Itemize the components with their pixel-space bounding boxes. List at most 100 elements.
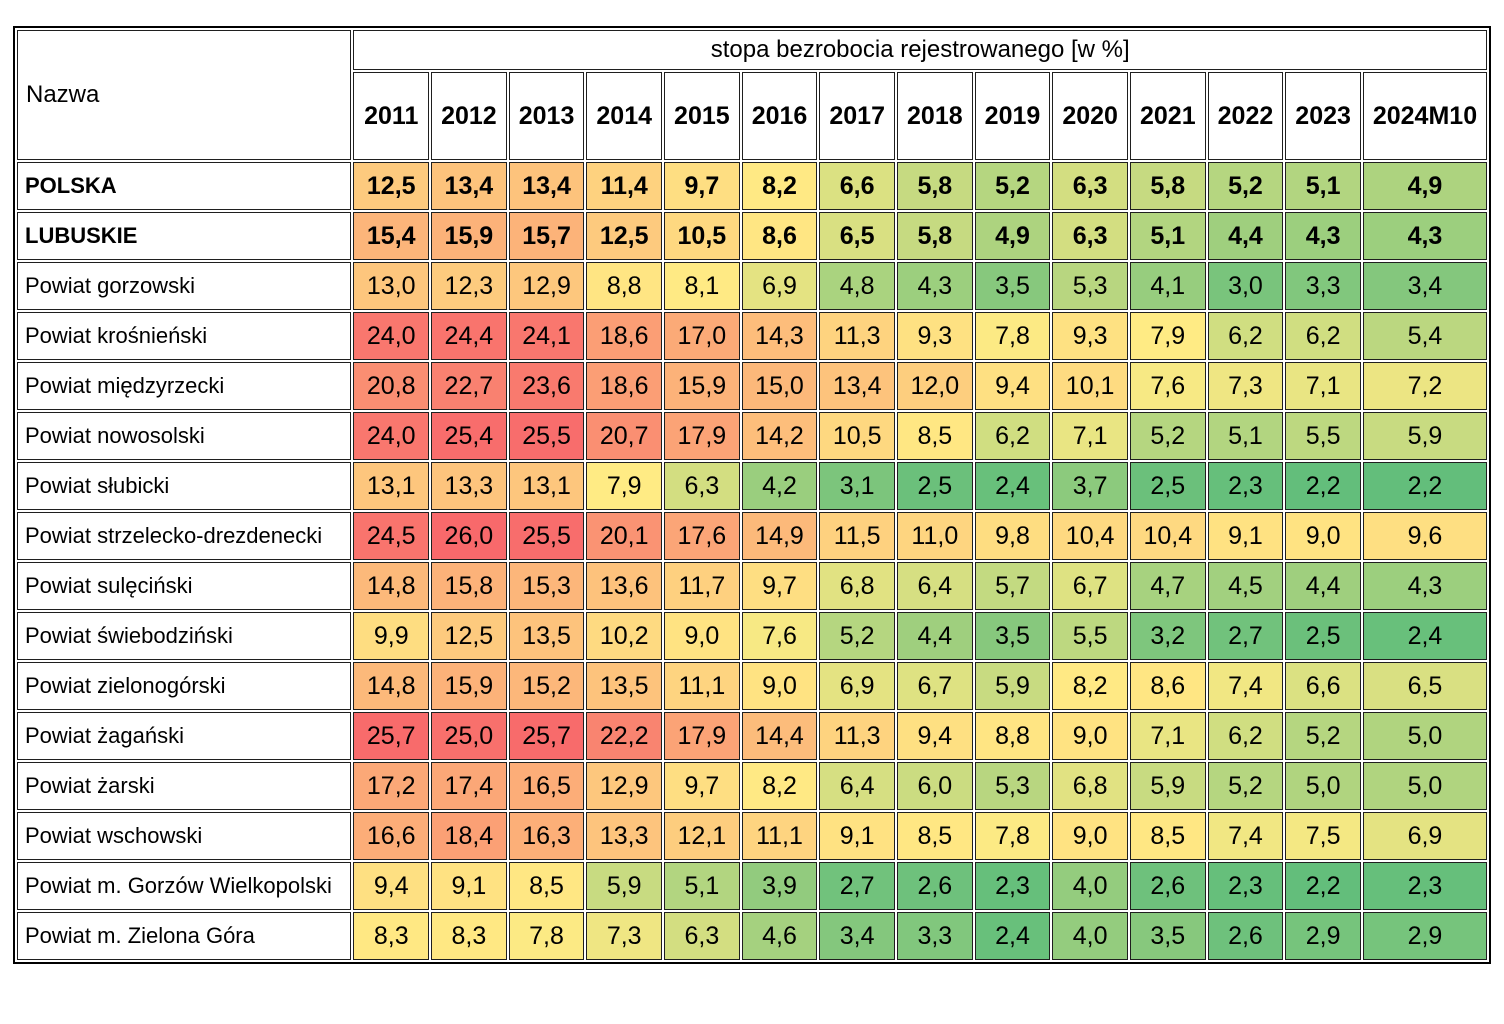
value-cell: 18,6 — [586, 312, 663, 360]
value-cell: 2,6 — [1207, 912, 1284, 960]
value-cell: 6,4 — [819, 762, 895, 810]
value-cell: 8,2 — [741, 162, 818, 210]
table-row: Powiat nowosolski 24,0 25,4 25,5 20,7 17,9 14,… — [17, 412, 1487, 460]
value-cell: 14,4 — [741, 712, 818, 760]
value-cell: 2,9 — [1285, 912, 1361, 960]
value-cell: 11,0 — [897, 512, 973, 560]
value-cell: 16,3 — [508, 812, 585, 860]
value-cell: 6,2 — [1207, 312, 1284, 360]
region-name-cell: Powiat m. Zielona Góra — [17, 912, 352, 960]
value-cell: 10,2 — [586, 612, 663, 660]
value-cell: 11,4 — [586, 162, 663, 210]
value-cell: 5,9 — [974, 662, 1051, 710]
value-cell: 7,8 — [974, 812, 1051, 860]
value-cell: 7,1 — [1285, 362, 1361, 410]
value-cell: 26,0 — [431, 512, 507, 560]
value-cell: 8,2 — [741, 762, 818, 810]
value-cell: 5,9 — [1129, 762, 1206, 810]
value-cell: 5,9 — [1362, 412, 1487, 460]
value-cell: 14,9 — [741, 512, 818, 560]
value-cell: 9,7 — [664, 762, 740, 810]
table-row: Powiat wschowski 16,6 18,4 16,3 13,3 12,1 11,1… — [17, 812, 1487, 860]
value-cell: 22,2 — [586, 712, 663, 760]
value-cell: 14,8 — [353, 562, 430, 610]
value-cell: 8,5 — [897, 812, 973, 860]
value-cell: 9,4 — [897, 712, 973, 760]
value-cell: 9,9 — [353, 612, 430, 660]
value-cell: 17,6 — [664, 512, 740, 560]
value-cell: 6,5 — [819, 212, 895, 260]
year-column-header: 2016 — [741, 72, 818, 160]
value-cell: 4,4 — [1207, 212, 1284, 260]
table-row: POLSKA 12,5 13,4 13,4 11,4 9,7 8,2 6,6 5,8 5,2 6,3… — [17, 162, 1487, 210]
value-cell: 9,7 — [741, 562, 818, 610]
value-cell: 5,8 — [897, 162, 973, 210]
value-cell: 2,6 — [897, 862, 973, 910]
value-cell: 7,9 — [586, 462, 663, 510]
value-cell: 13,4 — [508, 162, 585, 210]
value-cell: 13,4 — [819, 362, 895, 410]
value-cell: 6,9 — [819, 662, 895, 710]
value-cell: 7,4 — [1207, 812, 1284, 860]
value-cell: 20,8 — [353, 362, 430, 410]
value-cell: 6,8 — [1052, 762, 1128, 810]
value-cell: 5,3 — [1052, 262, 1128, 310]
value-cell: 25,7 — [508, 712, 585, 760]
value-cell: 7,5 — [1285, 812, 1361, 860]
value-cell: 4,0 — [1052, 912, 1128, 960]
value-cell: 12,0 — [897, 362, 973, 410]
year-column-header: 2019 — [974, 72, 1051, 160]
value-cell: 9,0 — [1285, 512, 1361, 560]
value-cell: 8,2 — [1052, 662, 1128, 710]
value-cell: 5,2 — [974, 162, 1051, 210]
value-cell: 5,2 — [1207, 762, 1284, 810]
value-cell: 2,5 — [897, 462, 973, 510]
value-cell: 7,4 — [1207, 662, 1284, 710]
value-cell: 2,5 — [1129, 462, 1206, 510]
value-cell: 20,1 — [586, 512, 663, 560]
region-name-cell: Powiat gorzowski — [17, 262, 352, 310]
value-cell: 3,5 — [974, 612, 1051, 660]
value-cell: 16,5 — [508, 762, 585, 810]
value-cell: 7,6 — [1129, 362, 1206, 410]
value-cell: 6,3 — [1052, 212, 1128, 260]
value-cell: 25,5 — [508, 412, 585, 460]
value-cell: 9,0 — [664, 612, 740, 660]
value-cell: 11,1 — [664, 662, 740, 710]
value-cell: 9,1 — [1207, 512, 1284, 560]
value-cell: 4,1 — [1129, 262, 1206, 310]
value-cell: 6,6 — [1285, 662, 1361, 710]
value-cell: 5,1 — [664, 862, 740, 910]
value-cell: 5,3 — [974, 762, 1051, 810]
value-cell: 6,5 — [1362, 662, 1487, 710]
value-cell: 5,0 — [1362, 762, 1487, 810]
value-cell: 9,7 — [664, 162, 740, 210]
value-cell: 13,0 — [353, 262, 430, 310]
value-cell: 11,5 — [819, 512, 895, 560]
value-cell: 2,3 — [974, 862, 1051, 910]
year-column-header: 2013 — [508, 72, 585, 160]
year-header-row: 2011 2012 2013 2014 2015 2016 2017 2018 2019 2020… — [17, 72, 1487, 160]
year-column-header: 2023 — [1285, 72, 1361, 160]
year-column-header: 2017 — [819, 72, 895, 160]
value-cell: 13,3 — [431, 462, 507, 510]
value-cell: 4,5 — [1207, 562, 1284, 610]
value-cell: 6,3 — [664, 462, 740, 510]
value-cell: 9,4 — [353, 862, 430, 910]
value-cell: 5,2 — [1207, 162, 1284, 210]
value-cell: 7,2 — [1362, 362, 1487, 410]
value-cell: 3,4 — [819, 912, 895, 960]
year-column-header: 2018 — [897, 72, 973, 160]
value-cell: 3,0 — [1207, 262, 1284, 310]
value-cell: 2,6 — [1129, 862, 1206, 910]
value-cell: 15,4 — [353, 212, 430, 260]
value-cell: 7,9 — [1129, 312, 1206, 360]
value-cell: 3,1 — [819, 462, 895, 510]
table-row: Powiat strzelecko-drezdenecki 24,5 26,0 25,… — [17, 512, 1487, 560]
table-row: Powiat m. Zielona Góra 8,3 8,3 7,8 7,3 6,3 4,6… — [17, 912, 1487, 960]
value-cell: 8,6 — [1129, 662, 1206, 710]
value-cell: 6,3 — [1052, 162, 1128, 210]
value-cell: 7,1 — [1052, 412, 1128, 460]
name-column-header: Nazwa — [17, 30, 352, 160]
